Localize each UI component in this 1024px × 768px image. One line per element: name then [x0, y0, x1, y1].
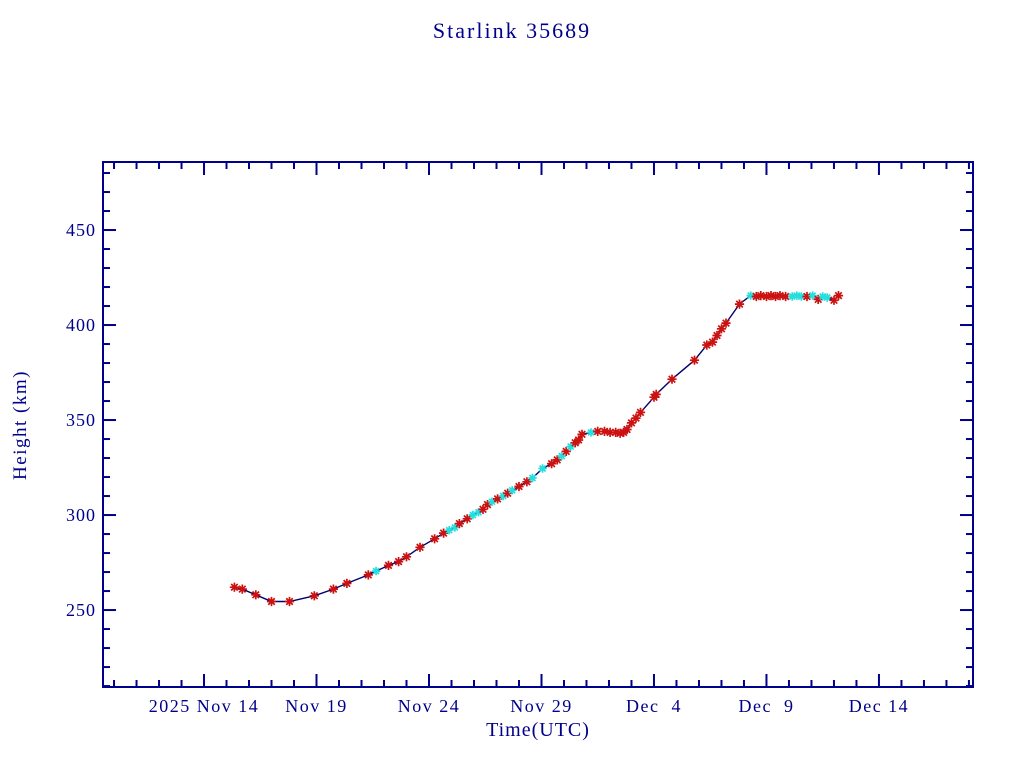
data-point-marker-red: [577, 429, 587, 439]
data-point-marker-red: [266, 596, 277, 607]
y-tick-label: 250: [66, 600, 96, 620]
x-tick-label: Nov 24: [398, 696, 461, 716]
data-point-marker-cyan: [474, 508, 483, 517]
data-point-marker-red: [383, 560, 394, 571]
data-point-marker-red: [454, 518, 464, 529]
data-point-marker-cyan: [528, 473, 537, 483]
height-curve: [234, 294, 840, 603]
data-point-marker-red: [707, 337, 718, 347]
data-point-marker-red: [593, 426, 603, 436]
data-point-marker-red: [775, 291, 785, 301]
data-point-marker-red: [689, 355, 700, 365]
data-point-marker-cyan: [792, 291, 801, 300]
data-point-marker-cyan: [797, 292, 806, 301]
data-point-marker-cyan: [586, 428, 596, 437]
data-point-marker-red: [394, 556, 404, 567]
data-point-marker-red: [561, 446, 571, 456]
data-point-marker-cyan: [499, 491, 508, 501]
data-point-marker-cyan: [468, 510, 478, 520]
data-point-marker-red: [401, 552, 412, 562]
data-point-marker-cyan: [450, 523, 460, 532]
x-tick-label: Dec 9: [738, 696, 794, 716]
data-point-marker-cyan: [808, 291, 817, 300]
data-point-marker-red: [284, 596, 295, 607]
data-point-marker-red: [734, 299, 745, 309]
data-point-marker-red: [635, 407, 646, 417]
data-point-marker-red: [439, 528, 449, 538]
data-point-marker-red: [552, 455, 562, 465]
data-point-marker-red: [716, 324, 727, 334]
x-tick-label: Dec 4: [626, 696, 682, 716]
data-point-marker-red: [829, 295, 839, 305]
data-point-marker-red: [766, 291, 776, 301]
data-point-marker-red: [756, 291, 766, 301]
data-point-marker-cyan: [487, 497, 497, 506]
data-point-marker-red: [622, 424, 632, 435]
y-tick-label: 350: [66, 410, 96, 430]
data-point-marker-red: [430, 534, 440, 544]
data-point-marker-cyan: [557, 451, 566, 461]
data-point-marker-red: [342, 578, 352, 589]
data-point-marker-red: [309, 591, 319, 601]
x-tick-label: Nov 19: [285, 696, 348, 716]
x-axis-label: Time(UTC): [486, 719, 590, 741]
x-tick-label: Dec 14: [849, 696, 909, 716]
data-point-marker-red: [770, 291, 781, 302]
data-point-marker-cyan: [538, 464, 547, 473]
data-point-marker-red: [237, 584, 247, 594]
data-point-marker-red: [833, 291, 844, 301]
data-point-marker-red: [478, 504, 488, 514]
data-point-marker-red: [482, 500, 493, 510]
data-point-marker-red: [813, 294, 823, 304]
data-point-marker-red: [493, 494, 503, 504]
data-point-marker-red: [631, 413, 641, 423]
y-tick-label: 300: [66, 505, 96, 525]
data-point-marker-red: [605, 427, 615, 437]
data-point-marker-cyan: [818, 292, 827, 301]
data-point-marker-red: [573, 435, 584, 445]
data-point-marker-red: [599, 426, 610, 436]
data-point-marker-red: [611, 427, 621, 437]
data-point-marker-red: [363, 570, 373, 580]
data-point-marker-red: [626, 418, 637, 428]
data-point-marker-red: [721, 318, 731, 328]
plot-frame: [102, 161, 974, 688]
data-point-marker-cyan: [566, 442, 575, 451]
x-tick-label: 2025 Nov 14: [149, 696, 260, 716]
data-point-marker-red: [802, 291, 812, 302]
data-point-marker-red: [712, 330, 722, 341]
data-point-marker-red: [514, 481, 524, 492]
data-point-marker-red: [522, 477, 532, 487]
data-point-marker-red: [503, 488, 513, 498]
data-point-marker-cyan: [445, 526, 454, 535]
data-point-marker-red: [546, 459, 557, 469]
y-tick-label: 450: [66, 220, 96, 240]
data-point-marker-red: [415, 542, 425, 552]
data-point-marker-red: [667, 374, 677, 384]
data-point-marker-red: [702, 340, 712, 350]
data-point-marker-red: [462, 514, 472, 524]
data-point-marker-cyan: [508, 486, 517, 495]
data-point-marker-cyan: [788, 292, 797, 301]
y-tick-label: 400: [66, 315, 96, 335]
data-point-marker-red: [615, 428, 625, 438]
data-point-marker-red: [229, 582, 239, 592]
data-point-marker-cyan: [371, 566, 381, 576]
x-tick-label: Nov 29: [510, 696, 573, 716]
data-point-marker-red: [761, 291, 772, 302]
data-point-marker-red: [780, 291, 791, 302]
data-point-marker-red: [251, 590, 261, 600]
data-point-marker-red: [651, 389, 661, 399]
data-point-marker-red: [751, 291, 761, 302]
data-point-marker-cyan: [823, 293, 832, 302]
data-point-marker-cyan: [746, 291, 755, 300]
data-point-marker-red: [328, 584, 338, 594]
chart-title: Starlink 35689: [432, 18, 592, 43]
